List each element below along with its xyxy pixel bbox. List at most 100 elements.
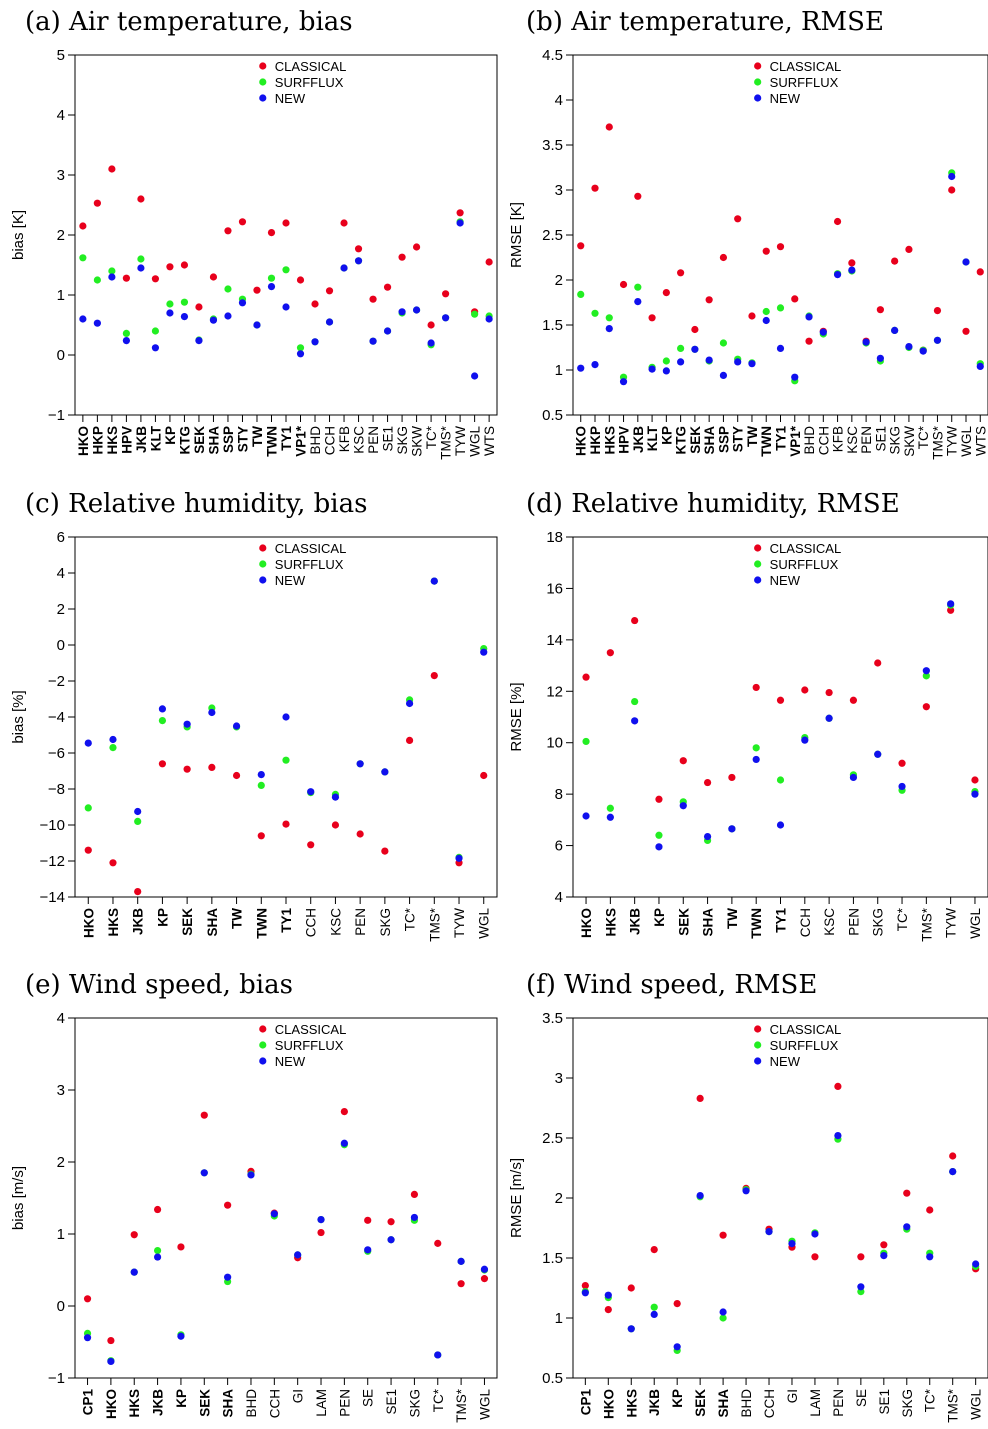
data-point-new <box>862 338 870 346</box>
data-point-surfflux <box>180 298 189 306</box>
x-tick-label: SE1 <box>873 426 888 452</box>
data-point-classical <box>577 242 585 250</box>
x-tick-label: LAM <box>808 1389 823 1417</box>
chart-title: (a) Air temperature, bias <box>25 7 353 37</box>
y-tick-label: −8 <box>48 781 65 798</box>
x-tick-label: SEK <box>693 1389 708 1417</box>
data-point-classical <box>662 289 670 297</box>
data-point-classical <box>224 227 232 235</box>
x-tick-label: CP1 <box>578 1389 593 1416</box>
x-tick-label: KSC <box>352 426 367 454</box>
x-tick-label: LAM <box>314 1389 329 1417</box>
data-point-classical <box>83 1295 92 1303</box>
x-tick-label: HKO <box>76 426 91 456</box>
data-point-classical <box>317 1228 325 1237</box>
data-point-classical <box>257 832 265 840</box>
x-tick-label: KSC <box>822 908 837 936</box>
plot-frame <box>74 1017 498 1379</box>
data-point-classical <box>650 1246 658 1254</box>
data-point-new <box>354 257 363 265</box>
x-tick-label: TC* <box>916 425 931 449</box>
x-tick-label: TMS* <box>919 907 934 941</box>
x-tick-label: SHA <box>702 426 717 455</box>
x-tick-label: SHA <box>221 1389 236 1418</box>
data-point-new <box>457 1257 465 1265</box>
data-point-new <box>311 338 319 346</box>
x-tick-label: KLT <box>645 425 660 451</box>
x-tick-label: JKB <box>151 1389 166 1416</box>
x-tick-label: SE <box>854 1389 869 1407</box>
data-point-classical <box>762 247 770 255</box>
data-point-classical <box>340 219 348 227</box>
data-point-new <box>134 807 142 816</box>
legend-label-surfflux: SURFFLUX <box>770 557 839 572</box>
data-point-new <box>933 336 942 344</box>
legend-marker-surfflux <box>754 560 762 568</box>
data-point-new <box>253 321 261 329</box>
data-point-classical <box>834 1082 842 1090</box>
legend-label-surfflux: SURFFLUX <box>275 557 344 572</box>
data-point-surfflux <box>582 737 590 746</box>
y-axis-label: RMSE [%] <box>508 682 525 751</box>
data-point-new <box>398 308 406 316</box>
x-tick-label: HKS <box>603 908 618 937</box>
data-point-new <box>898 782 906 791</box>
data-point-classical <box>849 696 858 704</box>
data-point-new <box>857 1283 865 1291</box>
legend-label-new: NEW <box>275 573 306 588</box>
data-point-classical <box>137 195 145 203</box>
y-tick-label: 5 <box>57 47 65 64</box>
data-point-new <box>631 717 639 725</box>
data-point-classical <box>108 165 116 173</box>
data-point-new <box>819 328 827 336</box>
y-tick-label: 2 <box>555 272 563 289</box>
data-point-new <box>848 266 856 274</box>
data-point-classical <box>340 1108 348 1116</box>
data-point-classical <box>591 184 599 192</box>
y-tick-label: −2 <box>48 673 65 690</box>
data-point-surfflux <box>655 831 663 839</box>
data-point-classical <box>311 300 319 308</box>
plot-frame <box>74 54 498 416</box>
x-tick-label: TYW <box>453 426 468 456</box>
x-tick-label: BHD <box>244 1389 259 1418</box>
legend-label-new: NEW <box>770 573 801 588</box>
y-tick-label: 3.5 <box>542 137 563 154</box>
x-tick-label: HKO <box>81 908 96 938</box>
x-tick-label: JKB <box>628 908 643 935</box>
data-point-surfflux <box>93 276 101 284</box>
y-tick-label: 3 <box>57 167 65 184</box>
data-point-new <box>84 739 92 747</box>
data-point-new <box>962 258 970 266</box>
x-tick-label: HKO <box>104 1389 119 1419</box>
y-tick-label: 4 <box>57 107 65 124</box>
data-point-classical <box>456 209 464 217</box>
data-point-classical <box>412 243 421 251</box>
x-tick-label: TY1 <box>774 908 789 933</box>
data-point-classical <box>947 606 955 614</box>
data-point-classical <box>325 287 334 295</box>
data-point-new <box>922 667 930 675</box>
y-tick-label: −4 <box>48 709 65 726</box>
data-point-new <box>93 319 101 327</box>
data-point-new <box>158 705 167 713</box>
chart-title: (e) Wind speed, bias <box>25 970 293 1000</box>
y-tick-label: 6 <box>57 529 65 546</box>
x-tick-label: TC* <box>424 425 439 449</box>
x-tick-label: SKG <box>871 908 886 937</box>
data-point-classical <box>296 276 305 284</box>
data-point-classical <box>926 1206 934 1214</box>
data-points <box>84 577 488 896</box>
x-tick-label: HKS <box>106 908 121 937</box>
data-point-classical <box>949 1152 957 1160</box>
data-point-new <box>232 722 241 730</box>
y-tick-label: 14 <box>546 632 563 649</box>
x-tick-label: KFB <box>831 426 846 452</box>
y-tick-label: 3 <box>555 1070 563 1087</box>
data-point-classical <box>734 215 742 223</box>
data-point-classical <box>442 290 450 298</box>
x-tick-label: TWN <box>749 908 764 939</box>
y-axis-label: bias [%] <box>10 690 27 743</box>
chart-panel-e: (e) Wind speed, bias −1 0 1 2 3 4 bias [m/s] CP1… <box>10 970 498 1423</box>
data-point-new <box>976 362 984 370</box>
